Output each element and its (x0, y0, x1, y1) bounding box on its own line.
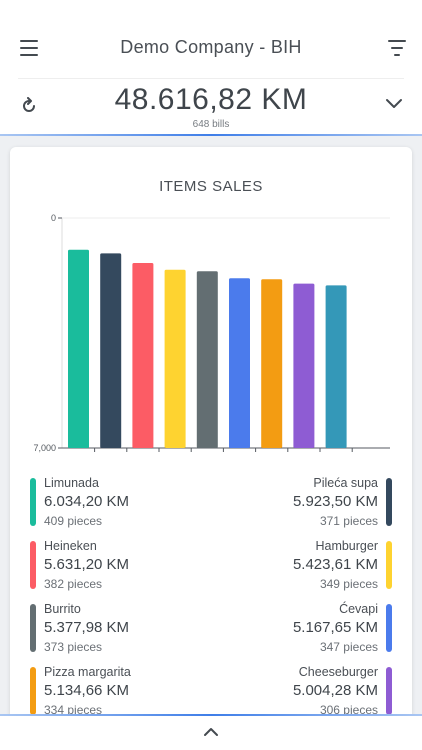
bottom-line (0, 714, 422, 716)
app-header: Demo Company - BIH (0, 0, 422, 78)
chart-title: ITEMS SALES (159, 178, 263, 195)
chevron-down-icon[interactable] (385, 98, 403, 110)
summary-underline (0, 134, 422, 136)
legend-item[interactable]: Pizza margarita 5.134,66 KM 334 pieces (30, 665, 210, 717)
legend-item[interactable]: Burrito 5.377,98 KM 373 pieces (30, 602, 210, 654)
total-amount: 48.616,82 KM (114, 83, 308, 116)
legend-item-name: Pileća supa (313, 476, 378, 490)
legend-item[interactable]: Limunada 6.034,20 KM 409 pieces (30, 476, 210, 528)
legend-color-bar (30, 478, 36, 526)
legend-item[interactable]: Pileća supa 5.923,50 KM 371 pieces (212, 476, 392, 528)
bills-count: 648 bills (192, 119, 230, 130)
legend-item-pieces: 371 pieces (319, 514, 378, 528)
bar-7 (261, 279, 283, 448)
legend-item-name: Hamburger (315, 539, 378, 553)
bar-5 (196, 271, 218, 448)
sales-summary: 48.616,82 KM 648 bills (0, 80, 422, 136)
legend-item-pieces: 409 pieces (44, 514, 103, 528)
hamburger-menu-icon[interactable] (20, 40, 38, 56)
legend-item[interactable]: Hamburger 5.423,61 KM 349 pieces (212, 539, 392, 591)
filter-icon[interactable] (388, 40, 406, 56)
legend-color-bar (386, 541, 392, 589)
legend-color-bar (386, 478, 392, 526)
legend-item-name: Pizza margarita (44, 665, 131, 679)
items-sales-chart: 7,000 0 (33, 213, 390, 453)
legend-item-value: 5.134,66 KM (44, 682, 130, 699)
legend-item-value: 5.167,65 KM (292, 619, 378, 636)
legend-item-pieces: 349 pieces (319, 577, 378, 591)
bar-1 (68, 249, 89, 448)
legend-item-pieces: 334 pieces (44, 703, 103, 717)
company-title[interactable]: Demo Company - BIH (120, 37, 302, 57)
bottom-bar (0, 714, 422, 750)
y-tick-label: 0 (51, 213, 56, 223)
header-divider (18, 78, 404, 79)
legend-color-bar (30, 604, 36, 652)
legend-item-value: 5.377,98 KM (44, 619, 130, 636)
legend-item-value: 5.923,50 KM (292, 493, 378, 510)
items-sales-card: ITEMS SALES 7,000 0 Limunada 6.034,20 KM 40… (10, 147, 412, 747)
legend-item-pieces: 306 pieces (319, 703, 378, 717)
legend-item[interactable]: Heineken 5.631,20 KM 382 pieces (30, 539, 210, 591)
legend-item-name: Limunada (44, 476, 99, 490)
bar-9 (325, 285, 347, 448)
legend-item-value: 6.034,20 KM (44, 493, 130, 510)
legend-color-bar (30, 667, 36, 715)
legend-item-value: 5.423,61 KM (292, 556, 378, 573)
legend-item-name: Cheeseburger (298, 665, 378, 679)
legend-item-pieces: 373 pieces (44, 640, 103, 654)
legend-item-pieces: 382 pieces (44, 577, 103, 591)
legend-item-name: Burrito (44, 602, 81, 616)
legend-item-value: 5.004,28 KM (292, 682, 378, 699)
bar-8 (293, 283, 315, 448)
legend-item[interactable]: Cheeseburger 5.004,28 KM 306 pieces (212, 665, 392, 717)
legend-item-name: Heineken (44, 539, 97, 553)
legend-item-pieces: 347 pieces (319, 640, 378, 654)
legend-color-bar (386, 667, 392, 715)
refresh-icon[interactable] (20, 97, 38, 115)
bar-2 (100, 253, 122, 448)
bar-6 (229, 278, 250, 448)
legend-item-value: 5.631,20 KM (44, 556, 130, 573)
legend-color-bar (386, 604, 392, 652)
legend-item[interactable]: Ćevapi 5.167,65 KM 347 pieces (212, 602, 392, 654)
bar-4 (164, 269, 186, 448)
y-tick-label: 7,000 (33, 443, 56, 453)
legend-item-name: Ćevapi (339, 602, 378, 616)
chevron-up-icon[interactable] (203, 727, 219, 737)
legend-color-bar (30, 541, 36, 589)
bar-3 (132, 262, 154, 448)
